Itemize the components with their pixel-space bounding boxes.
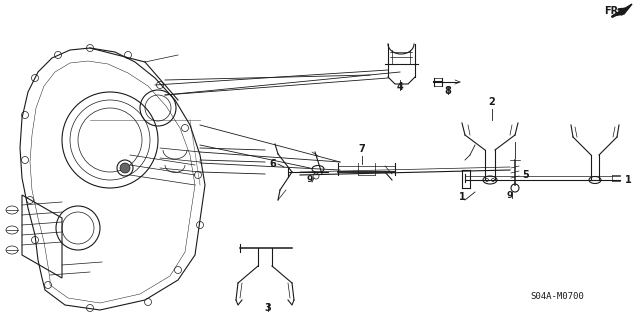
Text: 7: 7 [358, 144, 365, 154]
Text: 1: 1 [625, 175, 632, 185]
Text: 2: 2 [488, 97, 495, 107]
Text: 1: 1 [459, 192, 465, 202]
Text: FR.: FR. [604, 6, 622, 16]
Text: 5: 5 [522, 170, 529, 180]
Text: 3: 3 [264, 303, 271, 313]
Text: 4: 4 [397, 82, 403, 92]
Text: S04A-M0700: S04A-M0700 [530, 292, 584, 301]
Text: 6: 6 [269, 159, 276, 169]
Text: 8: 8 [445, 86, 451, 96]
Text: 9: 9 [307, 175, 313, 184]
Text: 9: 9 [507, 191, 513, 200]
Circle shape [120, 163, 130, 173]
Polygon shape [613, 4, 632, 16]
